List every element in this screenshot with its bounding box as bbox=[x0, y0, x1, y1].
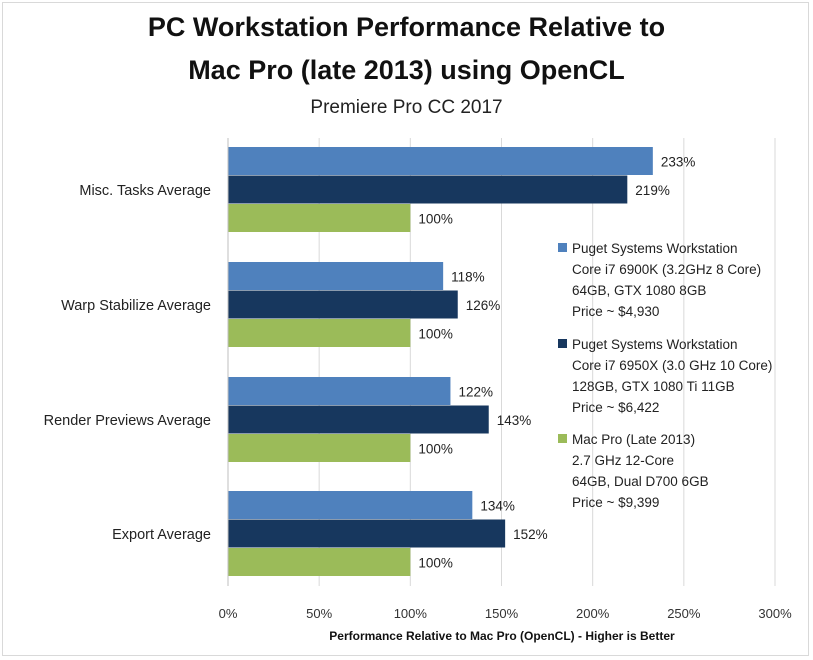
bar bbox=[228, 548, 411, 576]
bar bbox=[228, 319, 411, 347]
x-tick-label: 300% bbox=[758, 606, 792, 621]
category-label: Render Previews Average bbox=[44, 413, 211, 429]
x-tick-label: 0% bbox=[219, 606, 238, 621]
chart-title-line-1: PC Workstation Performance Relative to bbox=[147, 12, 666, 42]
bar bbox=[228, 262, 444, 290]
chart-title-line-2: Mac Pro (late 2013) using OpenCL bbox=[188, 55, 625, 85]
data-label: 152% bbox=[513, 527, 548, 542]
category-label: Warp Stabilize Average bbox=[61, 298, 211, 314]
bar bbox=[228, 519, 506, 548]
legend-line: Core i7 6950X (3.0 GHz 10 Core) bbox=[572, 358, 773, 373]
legend-line: Puget Systems Workstation bbox=[572, 337, 738, 352]
bar bbox=[228, 204, 411, 232]
bar bbox=[228, 434, 411, 462]
legend-line: 128GB, GTX 1080 Ti 11GB bbox=[572, 379, 735, 394]
legend-line: Price ~ $4,930 bbox=[572, 304, 660, 319]
x-tick-label: 250% bbox=[667, 606, 701, 621]
bar bbox=[228, 377, 451, 405]
data-label: 126% bbox=[466, 298, 501, 313]
legend-line: Mac Pro (Late 2013) bbox=[572, 432, 696, 447]
bar bbox=[228, 147, 653, 175]
data-label: 233% bbox=[661, 154, 696, 169]
bar bbox=[228, 290, 458, 319]
data-label: 100% bbox=[418, 441, 453, 456]
data-label: 100% bbox=[418, 555, 453, 570]
data-label: 143% bbox=[497, 413, 532, 428]
legend-swatch-series-2 bbox=[558, 339, 567, 348]
legend-line: Core i7 6900K (3.2GHz 8 Core) bbox=[572, 262, 762, 277]
legend-line: 64GB, Dual D700 6GB bbox=[572, 474, 709, 489]
data-label: 134% bbox=[480, 498, 515, 513]
x-tick-label: 50% bbox=[306, 606, 332, 621]
bar bbox=[228, 405, 489, 434]
category-label: Misc. Tasks Average bbox=[79, 183, 211, 199]
data-label: 100% bbox=[418, 211, 453, 226]
x-tick-label: 150% bbox=[485, 606, 519, 621]
category-label: Export Average bbox=[112, 527, 211, 543]
bar bbox=[228, 175, 628, 204]
legend-line: 64GB, GTX 1080 8GB bbox=[572, 283, 707, 298]
legend-line: Price ~ $6,422 bbox=[572, 400, 660, 415]
data-label: 100% bbox=[418, 326, 453, 341]
bar bbox=[228, 491, 473, 519]
x-tick-label: 100% bbox=[394, 606, 428, 621]
data-label: 118% bbox=[451, 269, 485, 284]
axes: 0% 50% 100% 150% 200% 250% 300% Misc. Tasks Ave… bbox=[44, 138, 792, 643]
legend-swatch-series-3 bbox=[558, 434, 567, 443]
legend-line: Price ~ $9,399 bbox=[572, 495, 660, 510]
legend-swatch-series-1 bbox=[558, 243, 567, 252]
legend-line: Puget Systems Workstation bbox=[572, 241, 738, 256]
chart-subtitle: Premiere Pro CC 2017 bbox=[310, 97, 503, 118]
x-axis-title: Performance Relative to Mac Pro (OpenCL)… bbox=[329, 629, 675, 643]
bars: 233% 118% 122% 134% 219% 126% 143% 152% 100% 100%… bbox=[228, 147, 695, 576]
data-label: 122% bbox=[458, 384, 493, 399]
data-label: 219% bbox=[635, 183, 670, 198]
x-tick-label: 200% bbox=[576, 606, 610, 621]
legend-line: 2.7 GHz 12-Core bbox=[572, 453, 675, 468]
